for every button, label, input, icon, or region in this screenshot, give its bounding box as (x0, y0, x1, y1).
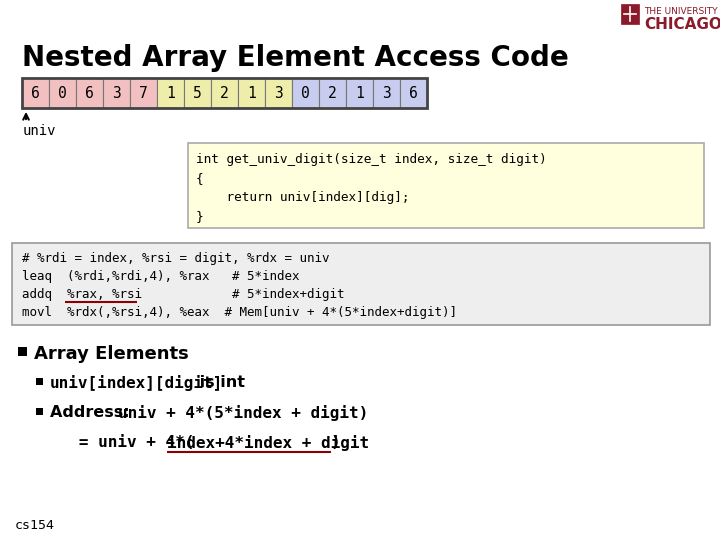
Text: leaq  (%rdi,%rdi,4), %rax   # 5*index: leaq (%rdi,%rdi,4), %rax # 5*index (22, 270, 300, 283)
Text: # %rdi = index, %rsi = digit, %rdx = univ: # %rdi = index, %rsi = digit, %rdx = uni… (22, 252, 330, 265)
Text: 3: 3 (382, 85, 391, 100)
Text: univ + 4*(5*index + digit): univ + 4*(5*index + digit) (117, 405, 368, 421)
Bar (22, 78, 49, 108)
Bar (400, 78, 427, 108)
Bar (292, 78, 319, 108)
Bar (22, 78, 427, 108)
Bar (346, 78, 373, 108)
Text: 3: 3 (112, 85, 121, 100)
Text: is int: is int (194, 375, 245, 390)
Text: Address:: Address: (50, 405, 135, 420)
Text: int get_univ_digit(size_t index, size_t digit): int get_univ_digit(size_t index, size_t … (196, 153, 546, 166)
Bar (373, 78, 400, 108)
Bar (18, 347, 27, 356)
Text: 2: 2 (328, 85, 337, 100)
Text: 6: 6 (85, 85, 94, 100)
Text: ): ) (330, 435, 341, 450)
Bar (49, 78, 76, 108)
Bar (103, 78, 130, 108)
Text: 6: 6 (409, 85, 418, 100)
Text: 1: 1 (355, 85, 364, 100)
Text: 3: 3 (274, 85, 283, 100)
Text: cs154: cs154 (15, 519, 55, 532)
Text: THE UNIVERSITY OF: THE UNIVERSITY OF (644, 7, 720, 16)
Text: Array Elements: Array Elements (34, 345, 189, 363)
Text: 1: 1 (247, 85, 256, 100)
Text: = univ + 4*(: = univ + 4*( (50, 435, 194, 450)
Bar (621, 4, 639, 24)
Text: CHICAGO: CHICAGO (644, 17, 720, 32)
Text: }: } (196, 210, 204, 223)
Text: index+4*index + digit: index+4*index + digit (167, 435, 369, 451)
Text: addq  %rax, %rsi            # 5*index+digit: addq %rax, %rsi # 5*index+digit (22, 288, 344, 301)
Text: 1: 1 (166, 85, 175, 100)
Text: 2: 2 (220, 85, 229, 100)
Text: movl  %rdx(,%rsi,4), %eax  # Mem[univ + 4*(5*index+digit)]: movl %rdx(,%rsi,4), %eax # Mem[univ + 4*… (22, 306, 457, 319)
Text: 6: 6 (31, 85, 40, 100)
Bar (36, 378, 43, 385)
Bar (130, 78, 157, 108)
Text: 0: 0 (301, 85, 310, 100)
Text: 0: 0 (58, 85, 67, 100)
Bar (157, 78, 184, 108)
Text: 5: 5 (193, 85, 202, 100)
Bar (76, 78, 103, 108)
Bar (184, 78, 211, 108)
Text: univ: univ (23, 124, 56, 138)
Bar (36, 408, 43, 415)
Bar (188, 143, 704, 228)
Text: {: { (196, 172, 204, 185)
Bar (211, 78, 238, 108)
Text: return univ[index][dig];: return univ[index][dig]; (196, 191, 410, 204)
Text: Nested Array Element Access Code: Nested Array Element Access Code (22, 44, 569, 72)
Bar (319, 78, 346, 108)
Text: univ[index][digit]: univ[index][digit] (50, 375, 223, 391)
Bar (265, 78, 292, 108)
Bar (238, 78, 265, 108)
Text: 7: 7 (139, 85, 148, 100)
Bar (12, 243, 710, 325)
